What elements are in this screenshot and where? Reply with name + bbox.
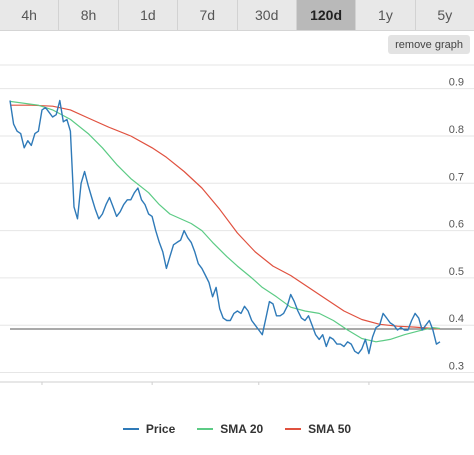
y-tick-label: 0.3 [449,361,464,373]
y-axis-ticks: 0.3 0.4 0.5 0.6 0.7 0.8 0.9 [449,77,464,373]
legend-item-sma-20[interactable]: SMA 20 [197,422,263,436]
sma-20-line [9,100,441,343]
legend-swatch-sma-20 [197,428,214,430]
chart-legend: Price SMA 20 SMA 50 [0,420,474,438]
legend-swatch-price [122,428,139,430]
sma-50-line [10,104,441,330]
legend-label-price: Price [145,422,176,436]
legend-swatch-sma-50 [285,428,302,430]
legend-item-sma-50[interactable]: SMA 50 [285,422,351,436]
legend-label-sma-50: SMA 50 [308,422,352,436]
tab-4h[interactable]: 4h [0,0,60,30]
tab-1y[interactable]: 1y [356,0,416,30]
tab-1d[interactable]: 1d [119,0,179,30]
remove-graph-button[interactable]: remove graph [388,35,470,54]
price-line [9,99,441,355]
tab-120d[interactable]: 120d [296,0,357,30]
legend-label-sma-20: SMA 20 [220,422,264,436]
price-chart: 0.3 0.4 0.5 0.6 0.7 0.8 0.9 Oct '25Nov '25Dec … [0,64,474,385]
time-range-tabs: 4h 8h 1d 7d 30d 120d 1y 5y [0,0,474,31]
y-tick-label: 0.6 [449,219,464,231]
y-tick-label: 0.8 [449,124,464,136]
legend-item-price[interactable]: Price [122,422,176,436]
tab-8h[interactable]: 8h [59,0,119,30]
chart-gridlines [0,64,474,383]
chart-series [9,99,462,355]
y-tick-label: 0.7 [449,171,464,183]
y-tick-label: 0.4 [449,313,464,325]
tab-30d[interactable]: 30d [238,0,297,30]
tab-5y[interactable]: 5y [437,7,453,23]
y-tick-label: 0.5 [449,266,464,278]
y-tick-label: 0.9 [449,77,464,89]
tab-7d[interactable]: 7d [178,0,238,30]
x-axis-ticks: Oct '25Nov '25Dec '25Jan '26 [41,382,370,385]
